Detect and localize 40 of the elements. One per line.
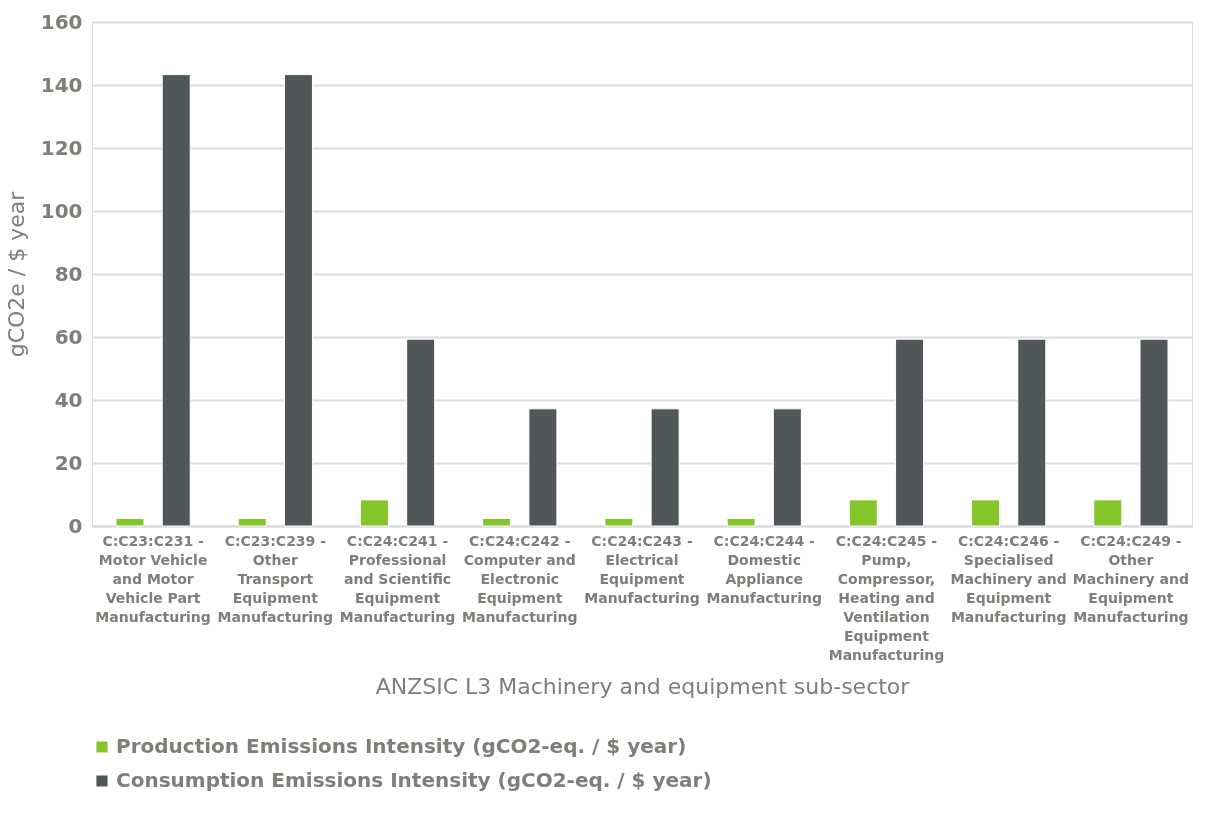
x-tick-label: C:C24:C244 - Domestic Appliance Manufacturing: [706, 532, 822, 606]
bar: [895, 338, 925, 527]
bar: [115, 517, 145, 527]
y-tick-label: 60: [54, 324, 83, 349]
x-tick-label: C:C24:C243 - Electrical Equipment Manufacturing: [584, 532, 700, 606]
bar: [1017, 338, 1047, 527]
x-tick-label: C:C24:C245 - Pump, Compressor, Heating and Ventilation Equipment Manufacturing: [828, 532, 945, 663]
bar: [359, 499, 389, 527]
bar: [528, 408, 558, 527]
y-tick-label: 160: [40, 9, 83, 34]
bar: [1139, 338, 1169, 527]
x-tick-label: C:C24:C242 - Computer and Electronic Equipment Manufacturing: [462, 532, 578, 625]
legend-label: Production Emissions Intensity (gCO2-eq. / $ year): [116, 734, 687, 758]
y-tick-label: 0: [68, 513, 83, 538]
bar: [237, 517, 267, 527]
bar: [848, 499, 878, 527]
x-axis-title: ANZSIC L3 Machinery and equipment sub-sector: [375, 673, 911, 699]
bar: [161, 74, 191, 527]
bar: [971, 499, 1001, 527]
y-axis-title: gCO2e / $ year: [3, 190, 29, 358]
bar: [1093, 499, 1123, 527]
bar: [772, 408, 802, 527]
legend-label: Consumption Emissions Intensity (gCO2-eq. / $ year): [116, 768, 712, 792]
y-tick-label: 80: [54, 261, 83, 286]
y-tick-label: 140: [40, 72, 83, 97]
bar: [650, 408, 680, 527]
x-tick-label: C:C23:C231 - Motor Vehicle and Motor Vehicle Part Manufacturing: [95, 532, 211, 625]
y-tick-label: 40: [54, 387, 83, 412]
bar: [604, 517, 634, 527]
bar: [406, 338, 436, 527]
x-tick-label: C:C24:C246 - Specialised Machinery and Equipment Manufacturing: [950, 532, 1067, 625]
bar: [283, 74, 313, 527]
y-tick-label: 120: [40, 135, 83, 160]
y-tick-label: 100: [40, 198, 83, 223]
bar: [482, 517, 512, 527]
bar: [726, 517, 756, 527]
x-tick-label: C:C24:C241 - Professional and Scientific Equipment Manufacturing: [339, 532, 456, 625]
y-tick-label: 20: [54, 450, 83, 475]
x-tick-label: C:C23:C239 - Other Transport Equipment Manufacturing: [217, 532, 334, 625]
x-tick-label: C:C24:C249 - Other Machinery and Equipment Manufacturing: [1072, 532, 1190, 625]
